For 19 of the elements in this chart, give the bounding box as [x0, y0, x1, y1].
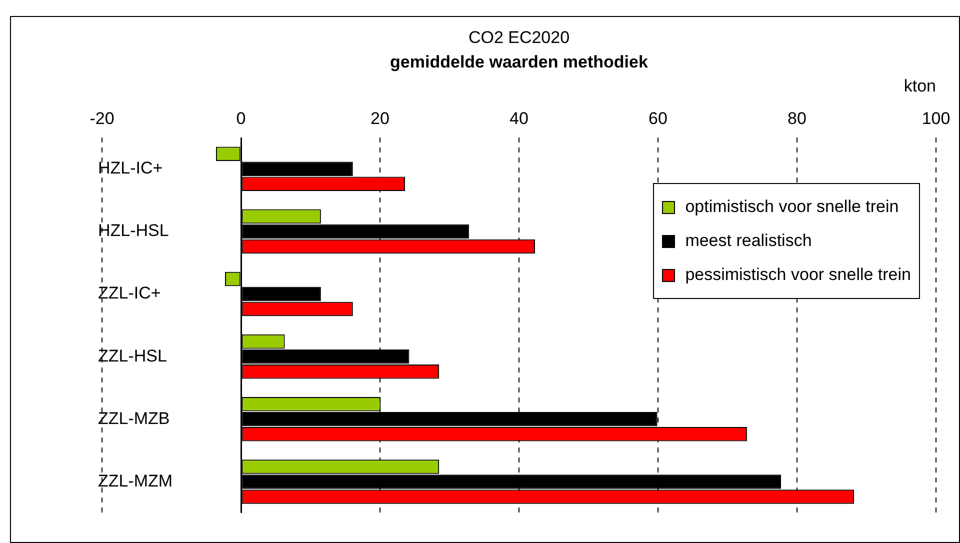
y-tick-label: ZZL-IC+ [98, 284, 161, 303]
x-tick-label: -20 [90, 109, 114, 128]
x-tick-label: 100 [922, 109, 950, 128]
y-tick-label: HZL-IC+ [98, 158, 163, 178]
x-tick-label: 40 [510, 109, 528, 128]
x-tick-label: 60 [648, 109, 668, 128]
legend-label: pessimistisch voor snelle trein [685, 264, 911, 286]
y-tick-label: ZZL-HSL [98, 346, 167, 366]
y-tick-label: ZZL-MZM [98, 471, 173, 490]
y-tick-label: HZL-HSL [98, 221, 169, 240]
chart-subtitle: gemiddelde waarden methodiek [390, 52, 648, 72]
x-tick-label: 20 [370, 109, 390, 128]
legend-label: meest realistisch [685, 230, 812, 252]
legend-label: optimistisch voor snelle trein [685, 196, 899, 218]
x-tick-label: 0 [236, 109, 246, 128]
chart-title: CO2 EC2020 [468, 28, 570, 47]
x-tick-label: 80 [788, 109, 806, 128]
x-axis-title: kton [904, 76, 936, 96]
y-tick-label: ZZL-MZB [98, 408, 170, 428]
